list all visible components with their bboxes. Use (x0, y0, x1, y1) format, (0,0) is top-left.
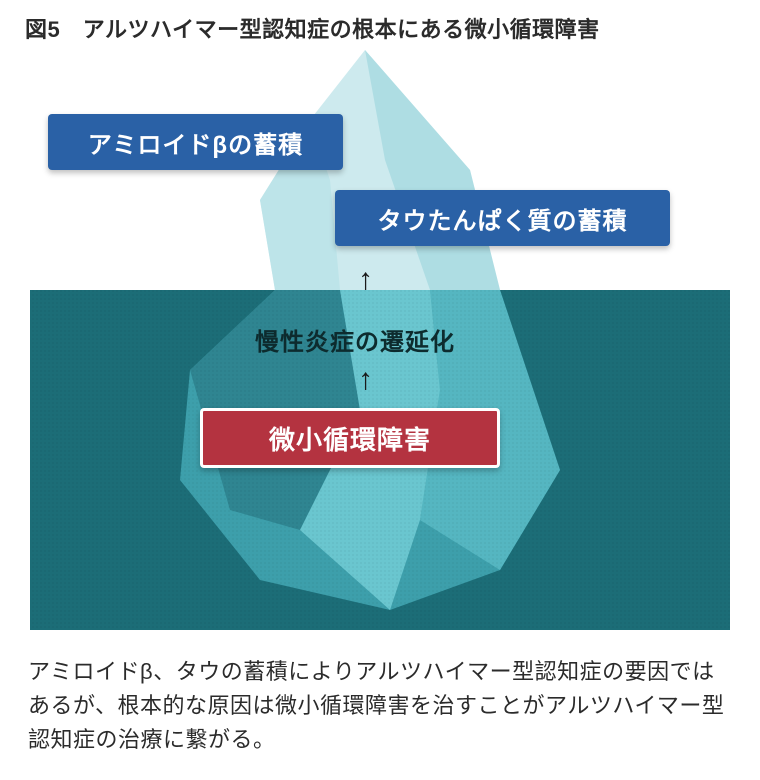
box-root-label: 微小循環障害 (269, 420, 431, 457)
box-root: 微小循環障害 (200, 408, 500, 468)
label-inflammation: 慢性炎症の遷延化 (225, 322, 485, 357)
iceberg-diagram: アミロイドβの蓄積 タウたんぱく質の蓄積 ↑ 慢性炎症の遷延化 ↑ 微小循環障害 (0, 50, 760, 630)
arrow-upper: ↑ (358, 263, 373, 297)
box-amyloid: アミロイドβの蓄積 (48, 114, 343, 170)
figure-title: 図5 アルツハイマー型認知症の根本にある微小循環障害 (25, 12, 600, 44)
figure-caption: アミロイドβ、タウの蓄積によりアルツハイマー型認知症の要因ではあるが、根本的な原… (28, 655, 732, 757)
box-tau: タウたんぱく質の蓄積 (335, 190, 670, 246)
box-tau-label: タウたんぱく質の蓄積 (378, 201, 628, 236)
arrow-lower: ↑ (358, 363, 373, 397)
box-amyloid-label: アミロイドβの蓄積 (88, 125, 303, 160)
